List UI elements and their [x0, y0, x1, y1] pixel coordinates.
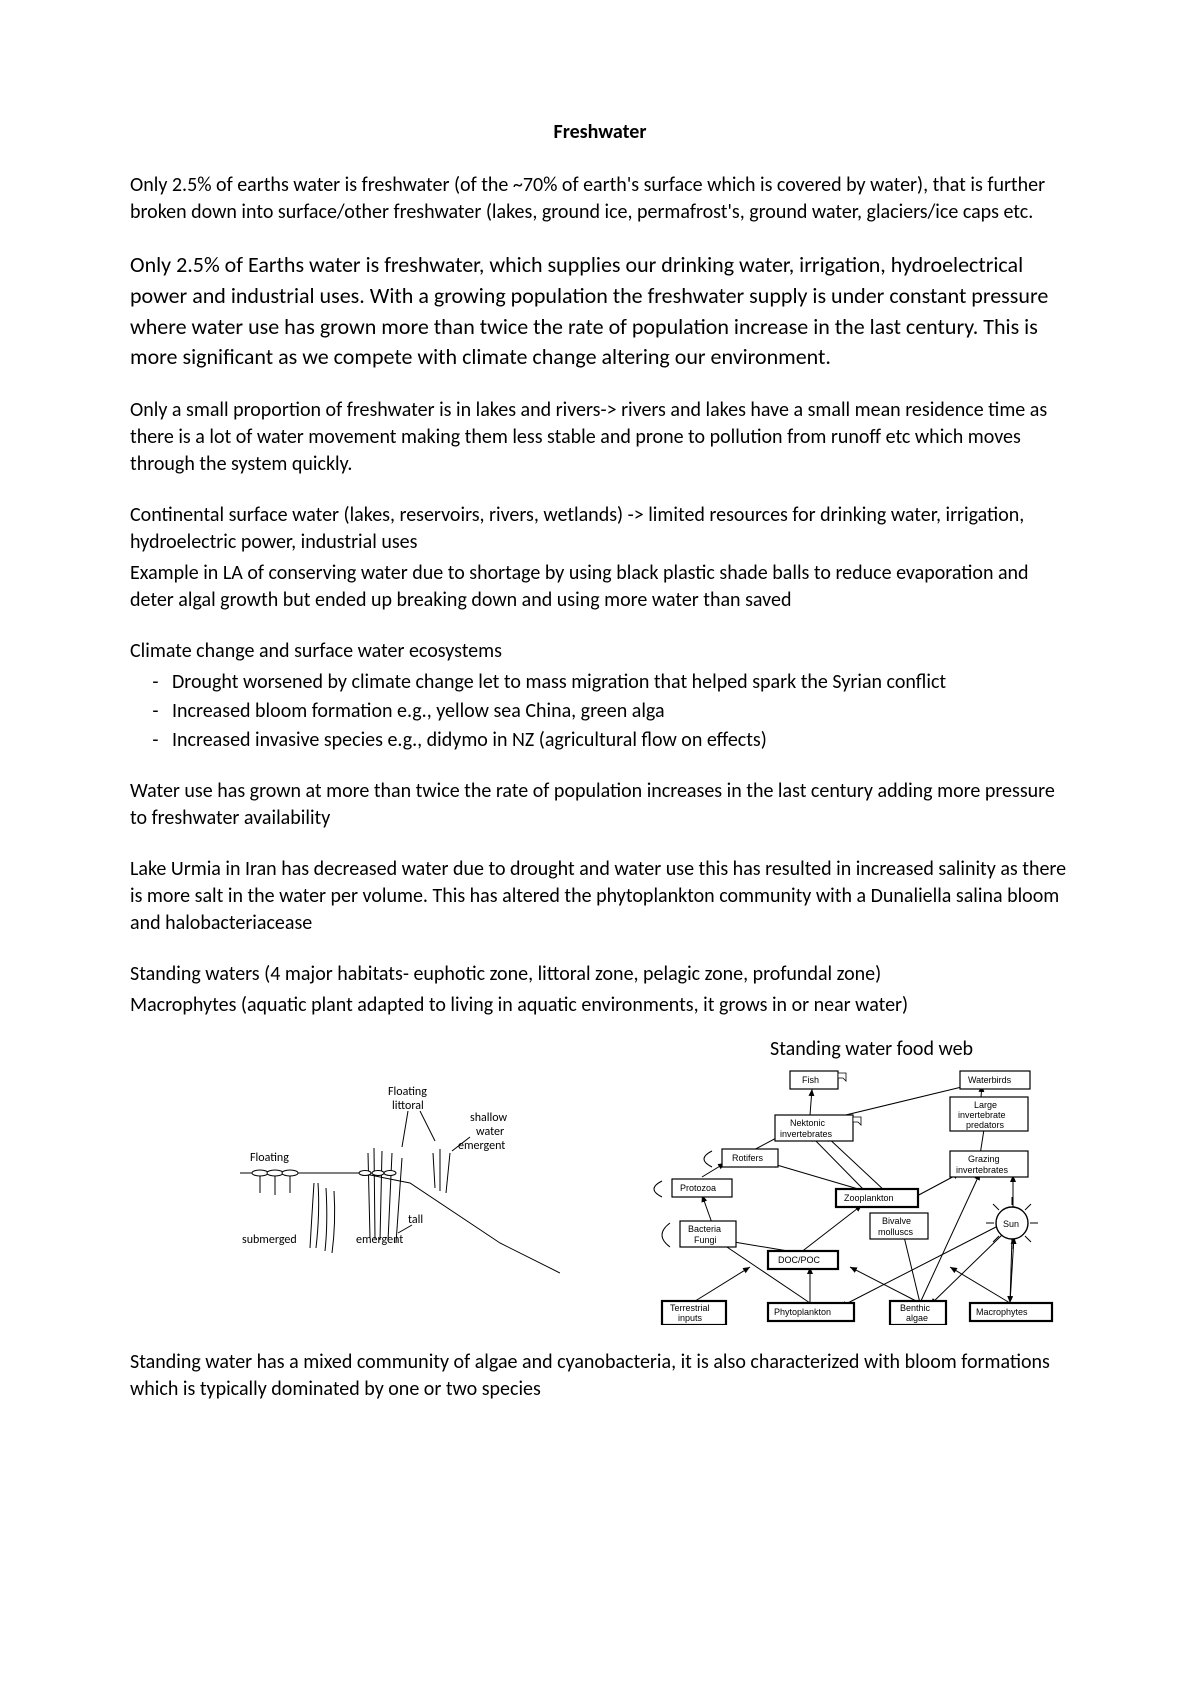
label-littoral: littoral	[392, 1099, 424, 1113]
macrophyte-svg: Floating littoral shallow water emergent…	[240, 1083, 560, 1283]
label-water: water	[476, 1125, 504, 1139]
list-item: Drought worsened by climate change let t…	[172, 669, 1070, 696]
list-item: Increased invasive species e.g., didymo …	[172, 727, 1070, 754]
svg-text:Rotifers: Rotifers	[732, 1153, 764, 1163]
paragraph-6: Water use has grown at more than twice t…	[130, 778, 1070, 832]
page-title: Freshwater	[130, 120, 1070, 144]
submerged-plants-icon	[310, 1183, 335, 1253]
svg-text:predators: predators	[966, 1120, 1005, 1130]
svg-text:invertebrates: invertebrates	[956, 1165, 1009, 1175]
svg-text:Terrestrial: Terrestrial	[670, 1303, 710, 1313]
svg-text:invertebrates: invertebrates	[780, 1129, 833, 1139]
svg-text:Grazing: Grazing	[968, 1154, 1000, 1164]
foodweb-title: Standing water food web	[770, 1037, 973, 1061]
paragraph-7: Lake Urmia in Iran has decreased water d…	[130, 856, 1070, 937]
label-tall: tall	[408, 1213, 423, 1227]
littoral-plants-icon	[359, 1171, 396, 1176]
floating-plants-icon	[252, 1170, 298, 1195]
svg-text:Benthic: Benthic	[900, 1303, 931, 1313]
svg-text:inputs: inputs	[678, 1313, 703, 1323]
svg-text:Large: Large	[974, 1100, 997, 1110]
svg-text:Waterbirds: Waterbirds	[968, 1075, 1012, 1085]
foodweb-figure: Standing water food web	[650, 1043, 1070, 1325]
shallow-emergent-icon	[433, 1149, 450, 1193]
svg-text:Sun: Sun	[1003, 1219, 1019, 1229]
svg-text:Nektonic: Nektonic	[790, 1118, 826, 1128]
figures-row: Floating littoral shallow water emergent…	[130, 1043, 1070, 1325]
label-floating: Floating	[250, 1151, 289, 1165]
macrophyte-figure: Floating littoral shallow water emergent…	[130, 1043, 626, 1283]
emergent-plants-icon	[368, 1148, 402, 1243]
label-submerged: submerged	[242, 1233, 297, 1247]
svg-text:Bivalve: Bivalve	[882, 1216, 911, 1226]
svg-text:DOC/POC: DOC/POC	[778, 1255, 821, 1265]
foodweb-nodes: Fish Waterbirds Nektonic invertebrates L…	[654, 1071, 1052, 1325]
list-item: Increased bloom formation e.g., yellow s…	[172, 698, 1070, 725]
paragraph-8a: Standing waters (4 major habitats- eupho…	[130, 961, 1070, 988]
svg-text:Zooplankton: Zooplankton	[844, 1193, 894, 1203]
paragraph-4a: Continental surface water (lakes, reserv…	[130, 502, 1070, 556]
foodweb-svg: Fish Waterbirds Nektonic invertebrates L…	[650, 1065, 1070, 1325]
label-shallow: shallow	[470, 1111, 508, 1125]
paragraph-8b: Macrophytes (aquatic plant adapted to li…	[130, 992, 1070, 1019]
paragraph-1: Only 2.5% of earths water is freshwater …	[130, 172, 1070, 226]
svg-text:Macrophytes: Macrophytes	[976, 1307, 1028, 1317]
svg-text:Protozoa: Protozoa	[680, 1183, 716, 1193]
svg-text:Fungi: Fungi	[694, 1235, 717, 1245]
svg-text:Phytoplankton: Phytoplankton	[774, 1307, 831, 1317]
svg-text:molluscs: molluscs	[878, 1227, 914, 1237]
paragraph-9: Standing water has a mixed community of …	[130, 1349, 1070, 1403]
svg-text:Fish: Fish	[802, 1075, 819, 1085]
document-page: Freshwater Only 2.5% of earths water is …	[0, 0, 1200, 1507]
svg-text:Bacteria: Bacteria	[688, 1224, 721, 1234]
paragraph-3: Only a small proportion of freshwater is…	[130, 397, 1070, 478]
svg-text:algae: algae	[906, 1313, 928, 1323]
paragraph-5: Climate change and surface water ecosyst…	[130, 638, 1070, 665]
bullet-list: Drought worsened by climate change let t…	[130, 669, 1070, 754]
label-floating-littoral: Floating	[388, 1085, 427, 1099]
paragraph-2: Only 2.5% of Earths water is freshwater,…	[130, 250, 1070, 373]
paragraph-4b: Example in LA of conserving water due to…	[130, 560, 1070, 614]
svg-text:invertebrate: invertebrate	[958, 1110, 1006, 1120]
